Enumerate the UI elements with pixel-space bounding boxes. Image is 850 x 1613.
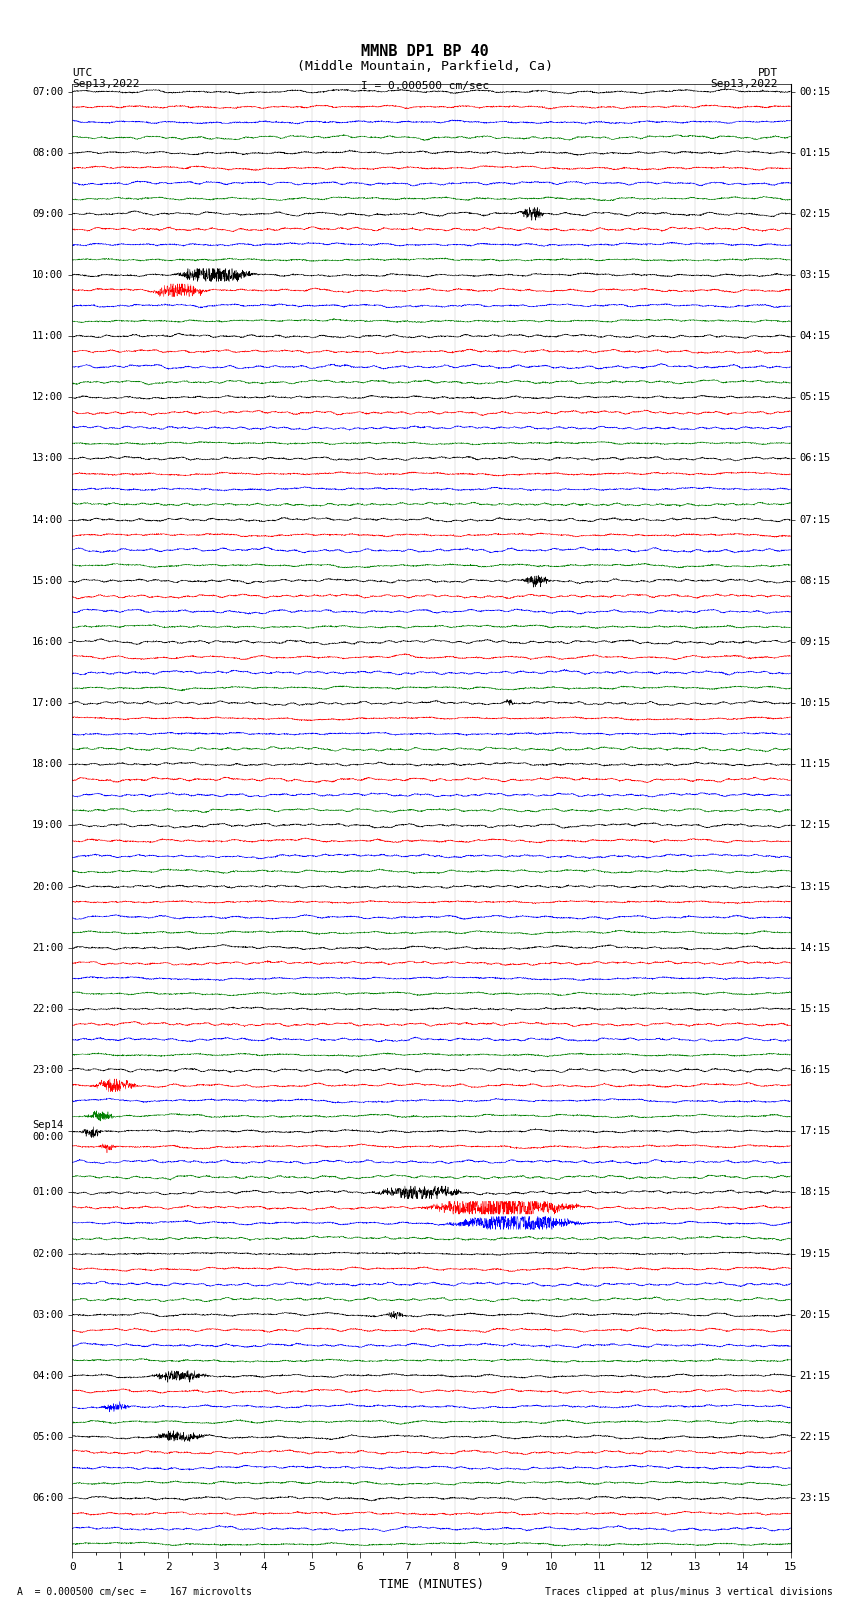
Text: UTC: UTC (72, 68, 93, 77)
Text: (Middle Mountain, Parkfield, Ca): (Middle Mountain, Parkfield, Ca) (297, 60, 553, 73)
Text: PDT: PDT (757, 68, 778, 77)
Text: I = 0.000500 cm/sec: I = 0.000500 cm/sec (361, 81, 489, 90)
Text: Sep13,2022: Sep13,2022 (72, 79, 139, 89)
Text: Sep13,2022: Sep13,2022 (711, 79, 778, 89)
Text: A  = 0.000500 cm/sec =    167 microvolts: A = 0.000500 cm/sec = 167 microvolts (17, 1587, 252, 1597)
Text: Traces clipped at plus/minus 3 vertical divisions: Traces clipped at plus/minus 3 vertical … (545, 1587, 833, 1597)
Text: MMNB DP1 BP 40: MMNB DP1 BP 40 (361, 44, 489, 58)
X-axis label: TIME (MINUTES): TIME (MINUTES) (379, 1578, 484, 1590)
